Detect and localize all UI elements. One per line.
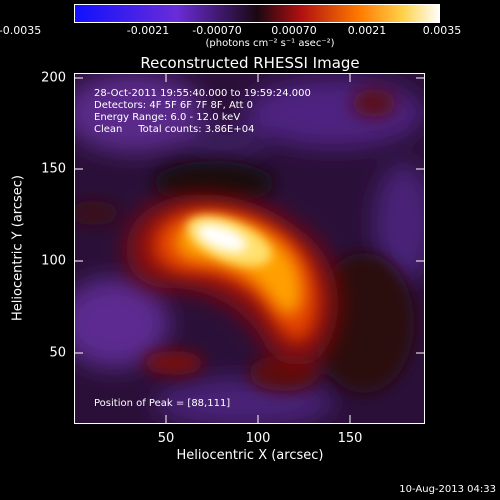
x-tick-label: 50 bbox=[157, 431, 175, 446]
heatmap-plot bbox=[74, 73, 425, 424]
x-tick-label: 100 bbox=[245, 431, 271, 446]
x-axis-label: Heliocentric X (arcsec) bbox=[176, 448, 324, 463]
info-energy: Energy Range: 6.0 - 12.0 keV bbox=[94, 112, 241, 123]
info-clean: Clean Total counts: 3.86E+04 bbox=[94, 124, 255, 135]
info-peak: Position of Peak = [88,111] bbox=[94, 398, 231, 409]
info-detectors: Detectors: 4F 5F 6F 7F 8F, Att 0 bbox=[94, 100, 254, 111]
heatmap-image bbox=[74, 73, 425, 424]
image-title: Reconstructed RHESSI Image bbox=[140, 54, 360, 72]
timestamp: 10-Aug-2013 04:33 bbox=[399, 484, 496, 495]
y-tick-label: 150 bbox=[41, 161, 66, 177]
axis-ticks bbox=[74, 73, 425, 424]
colorbar-tick: -0.0035 bbox=[0, 24, 42, 37]
plot-frame bbox=[74, 73, 425, 424]
colorbar-tick: -0.00070 bbox=[192, 24, 242, 37]
x-tick-label: 150 bbox=[337, 431, 363, 446]
y-tick-label: 100 bbox=[41, 253, 66, 269]
y-tick-label: 50 bbox=[49, 345, 66, 361]
colorbar-strip bbox=[74, 4, 440, 23]
colorbar-units: (photons cm⁻² s⁻¹ asec⁻²) bbox=[205, 38, 335, 49]
info-time: 28-Oct-2011 19:55:40.000 to 19:59:24.000 bbox=[94, 88, 311, 99]
colorbar-tick: 0.0021 bbox=[347, 24, 387, 37]
y-tick-label: 200 bbox=[41, 70, 66, 86]
colorbar-tick: -0.0021 bbox=[126, 24, 170, 37]
y-axis-label: Heliocentric Y (arcsec) bbox=[10, 175, 26, 321]
colorbar-tick: 0.00070 bbox=[271, 24, 317, 37]
colorbar-tick: 0.0035 bbox=[422, 24, 462, 37]
